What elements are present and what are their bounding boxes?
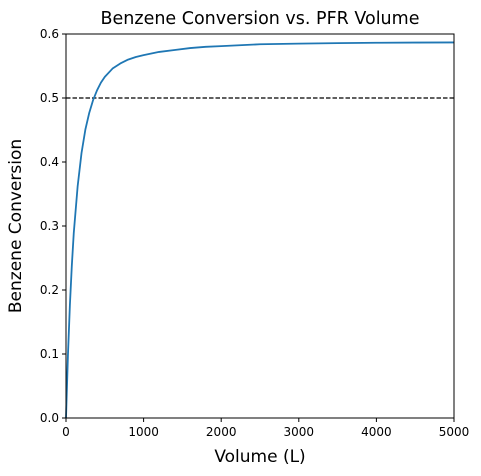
x-tick-label: 0 [62,425,70,439]
x-axis-label: Volume (L) [214,447,305,467]
x-tick-label: 5000 [439,425,470,439]
y-tick-label: 0.6 [40,27,59,41]
series-line-0 [65,41,455,419]
x-tick-label: 2000 [206,425,237,439]
y-tick-label: 0.1 [40,347,59,361]
y-axis-label: Benzene Conversion [6,139,26,313]
x-tick-label: 4000 [361,425,392,439]
plot-area: 0 1000 2000 3000 4000 5000 0.0 0.1 0.2 0.3 0.4 0.5 0… [40,27,469,439]
y-tick-label: 0.2 [40,283,59,297]
y-tick-label: 0.5 [40,91,59,105]
y-tick-label: 0.3 [40,219,59,233]
chart-title: Benzene Conversion vs. PFR Volume [101,9,420,29]
x-tick-label: 1000 [128,425,159,439]
axes-frame [65,33,455,419]
x-tick-label: 3000 [284,425,315,439]
y-tick-label: 0.0 [40,411,59,425]
y-tick-label: 0.4 [40,155,59,169]
